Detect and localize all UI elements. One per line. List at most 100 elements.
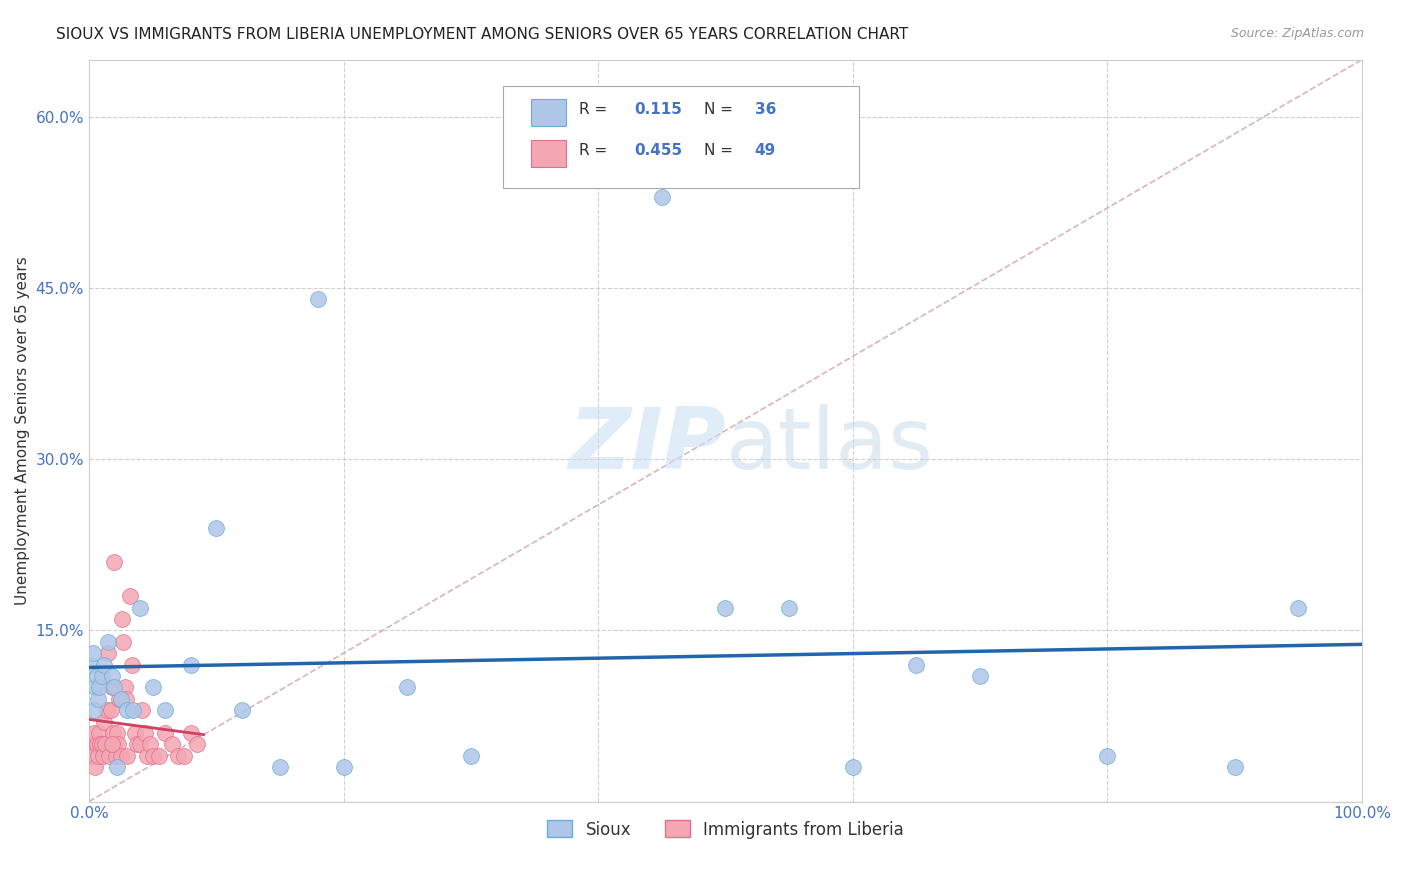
Point	[142, 748, 165, 763]
Point	[97, 646, 120, 660]
Text: 0.455: 0.455	[634, 144, 682, 159]
Point	[83, 726, 105, 740]
Text: 0.115: 0.115	[634, 102, 682, 117]
Point	[101, 726, 124, 740]
Point	[173, 748, 195, 763]
Point	[128, 600, 150, 615]
Point	[84, 681, 107, 695]
Point	[155, 703, 177, 717]
Point	[101, 681, 124, 695]
Point	[101, 738, 124, 752]
Point	[127, 738, 149, 752]
Point	[905, 657, 928, 672]
Point	[103, 738, 125, 752]
Point	[969, 669, 991, 683]
Point	[111, 612, 134, 626]
Point	[105, 760, 128, 774]
Point	[96, 703, 118, 717]
FancyBboxPatch shape	[503, 86, 859, 188]
Text: N =: N =	[704, 144, 738, 159]
Point	[134, 726, 156, 740]
Point	[97, 634, 120, 648]
Point	[115, 703, 138, 717]
Point	[107, 738, 129, 752]
Point	[205, 520, 228, 534]
Point	[124, 726, 146, 740]
Text: N =: N =	[704, 102, 738, 117]
Point	[139, 738, 162, 752]
Point	[87, 681, 110, 695]
Point	[307, 293, 329, 307]
Point	[105, 726, 128, 740]
Point	[160, 738, 183, 752]
Point	[180, 726, 202, 740]
Point	[231, 703, 253, 717]
Point	[93, 714, 115, 729]
Point	[89, 738, 111, 752]
Point	[115, 748, 138, 763]
Text: R =: R =	[579, 144, 617, 159]
Point	[332, 760, 354, 774]
Point	[83, 703, 105, 717]
Legend: Sioux, Immigrants from Liberia: Sioux, Immigrants from Liberia	[540, 814, 910, 846]
Text: R =: R =	[579, 102, 617, 117]
Point	[79, 738, 101, 752]
Point	[103, 555, 125, 569]
Point	[80, 738, 103, 752]
Point	[396, 681, 419, 695]
Point	[82, 646, 104, 660]
Bar	[530, 99, 567, 126]
Point	[87, 691, 110, 706]
Point	[460, 748, 482, 763]
Point	[131, 703, 153, 717]
Point	[108, 691, 131, 706]
Point	[122, 703, 145, 717]
Point	[121, 657, 143, 672]
Point	[136, 748, 159, 763]
Point	[180, 657, 202, 672]
Point	[186, 738, 208, 752]
Point	[1223, 760, 1246, 774]
Point	[110, 691, 132, 706]
Point	[84, 760, 107, 774]
Text: 49: 49	[755, 144, 776, 159]
Point	[90, 738, 112, 752]
Point	[167, 748, 190, 763]
Text: atlas: atlas	[725, 404, 934, 487]
Point	[94, 738, 117, 752]
Point	[93, 657, 115, 672]
Point	[651, 189, 673, 203]
Point	[112, 634, 135, 648]
Point	[100, 703, 122, 717]
Point	[82, 748, 104, 763]
Point	[103, 681, 125, 695]
Point	[98, 748, 121, 763]
Point	[714, 600, 737, 615]
Y-axis label: Unemployment Among Seniors over 65 years: Unemployment Among Seniors over 65 years	[15, 256, 30, 605]
Point	[1097, 748, 1119, 763]
Point	[87, 726, 110, 740]
Point	[104, 748, 127, 763]
Point	[142, 681, 165, 695]
Point	[118, 589, 141, 603]
Point	[148, 748, 170, 763]
Point	[80, 657, 103, 672]
Text: ZIP: ZIP	[568, 404, 725, 487]
Point	[91, 748, 114, 763]
Text: 36: 36	[755, 102, 776, 117]
Bar	[530, 140, 567, 167]
Point	[842, 760, 865, 774]
Point	[110, 748, 132, 763]
Point	[87, 748, 110, 763]
Point	[114, 691, 136, 706]
Text: Source: ZipAtlas.com: Source: ZipAtlas.com	[1230, 27, 1364, 40]
Point	[1286, 600, 1309, 615]
Point	[155, 726, 177, 740]
Point	[114, 681, 136, 695]
Point	[90, 669, 112, 683]
Point	[86, 738, 108, 752]
Point	[86, 669, 108, 683]
Point	[778, 600, 800, 615]
Point	[269, 760, 291, 774]
Point	[128, 738, 150, 752]
